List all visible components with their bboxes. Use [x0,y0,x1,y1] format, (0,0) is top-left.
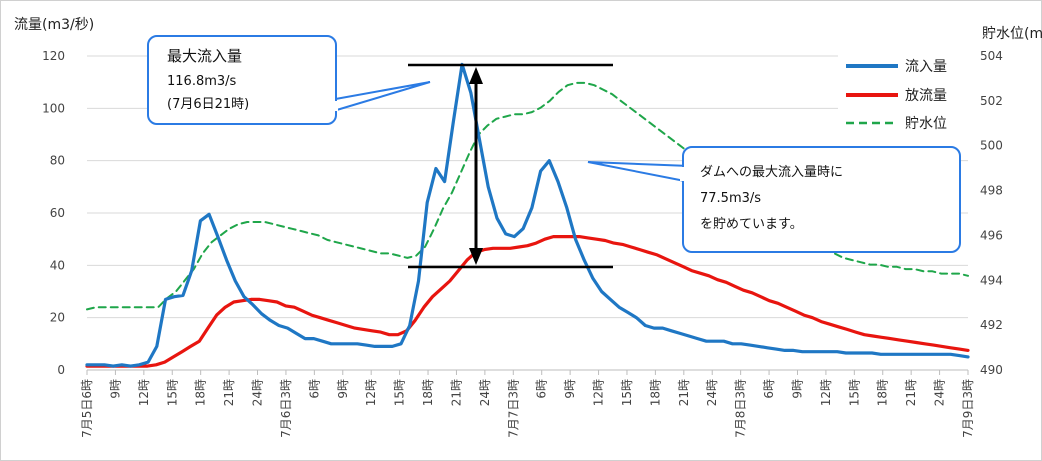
right-tick-label: 492 [980,318,1003,332]
x-tick-label: 9時 [790,379,804,399]
storage-bracket [408,63,613,269]
x-tick-label: 7月5日6時 [80,379,94,438]
x-tick-label: 18時 [876,379,890,406]
peak-callout-line-2: 116.8m3/s [167,74,237,89]
x-tick-label: 7月7日3時 [506,379,520,438]
x-tick-label: 18時 [648,379,662,406]
x-tick-label: 12時 [137,379,151,406]
x-tick-label: 15時 [165,379,179,406]
left-tick-label: 40 [50,258,65,272]
x-tick-label: 7月9日3時 [961,379,975,438]
x-tick-label: 6時 [762,379,776,399]
grid-layer [87,55,968,371]
right-tick-label: 496 [980,228,1003,242]
x-tick-label: 18時 [421,379,435,406]
left-tick-label: 100 [42,101,65,115]
storage-callout-line-3: を貯めています。 [700,217,803,232]
peak-callout-line-3: (7月6日21時) [167,97,249,112]
bracket-arrow-head-down [469,248,483,265]
peak-callout-line-1: 最大流入量 [167,47,242,65]
left-axis-ticks: 0 20 40 60 80 100 120 [42,49,65,377]
storage-callout-joint-cover [680,167,686,181]
series-line-outflow [85,235,970,368]
x-tick-label: 9時 [336,379,350,399]
x-tick-label: 15時 [847,379,861,406]
storage-callout-line-2: 77.5m3/s [700,191,761,206]
bracket-arrow-head-up [469,67,483,84]
x-tick-label: 21時 [904,379,918,406]
series-layer [85,62,970,368]
right-tick-label: 502 [980,94,1003,108]
left-tick-label: 80 [50,154,65,168]
right-axis-ticks: 490 492 494 496 498 500 502 504 [980,49,1003,377]
x-tick-label: 12時 [364,379,378,406]
right-tick-label: 494 [980,273,1003,287]
legend: 流入量 放流量 貯水位 [838,53,970,137]
x-tick-label: 21時 [677,379,691,406]
x-tick-label: 21時 [449,379,463,406]
peak-callout-joint-cover [332,101,338,111]
x-tick-label: 21時 [222,379,236,406]
legend-label-level: 貯水位 [905,116,947,132]
x-tick-label: 18時 [194,379,208,406]
legend-label-outflow: 放流量 [905,88,947,104]
x-tick-label: 24時 [705,379,719,406]
storage-callout-box [682,146,961,253]
right-tick-label: 500 [980,139,1003,153]
series-line-inflow [85,62,970,368]
x-tick-label: 9時 [563,379,577,399]
x-tick-label: 6時 [307,379,321,399]
x-tick-label: 12時 [592,379,606,406]
left-tick-label: 60 [50,206,65,220]
right-tick-label: 490 [980,363,1003,377]
left-tick-label: 20 [50,311,65,325]
x-axis-ticks: 7月5日6時 9時 12時 15時 18時 21時 24時 7月6日3時 6時 9時 12時 15時 1… [80,370,975,438]
x-tick-label: 6時 [535,379,549,399]
x-tick-label: 24時 [933,379,947,406]
x-tick-label: 7月6日3時 [279,379,293,438]
x-tick-label: 15時 [393,379,407,406]
x-tick-label: 7月8日3時 [734,379,748,438]
x-tick-label: 9時 [108,379,122,399]
x-tick-label: 12時 [819,379,833,406]
x-tick-label: 24時 [478,379,492,406]
left-tick-label: 0 [57,363,65,377]
y-axis-left-title: 流量(m3/秒) [14,17,94,33]
x-tick-label: 24時 [251,379,265,406]
series-line-water-level [86,81,969,311]
peak-callout: 最大流入量 116.8m3/s (7月6日21時) [147,35,431,125]
storage-callout: ダムへの最大流入量時に 77.5m3/s を貯めています。 [587,146,961,253]
y-axis-right-title: 貯水位(m) [982,26,1042,42]
legend-label-inflow: 流入量 [905,59,947,75]
storage-callout-line-1: ダムへの最大流入量時に [700,165,843,180]
left-tick-label: 120 [42,49,65,63]
right-tick-label: 504 [980,49,1003,63]
x-tick-label: 15時 [620,379,634,406]
peak-callout-box [147,35,337,125]
right-tick-label: 498 [980,184,1003,198]
